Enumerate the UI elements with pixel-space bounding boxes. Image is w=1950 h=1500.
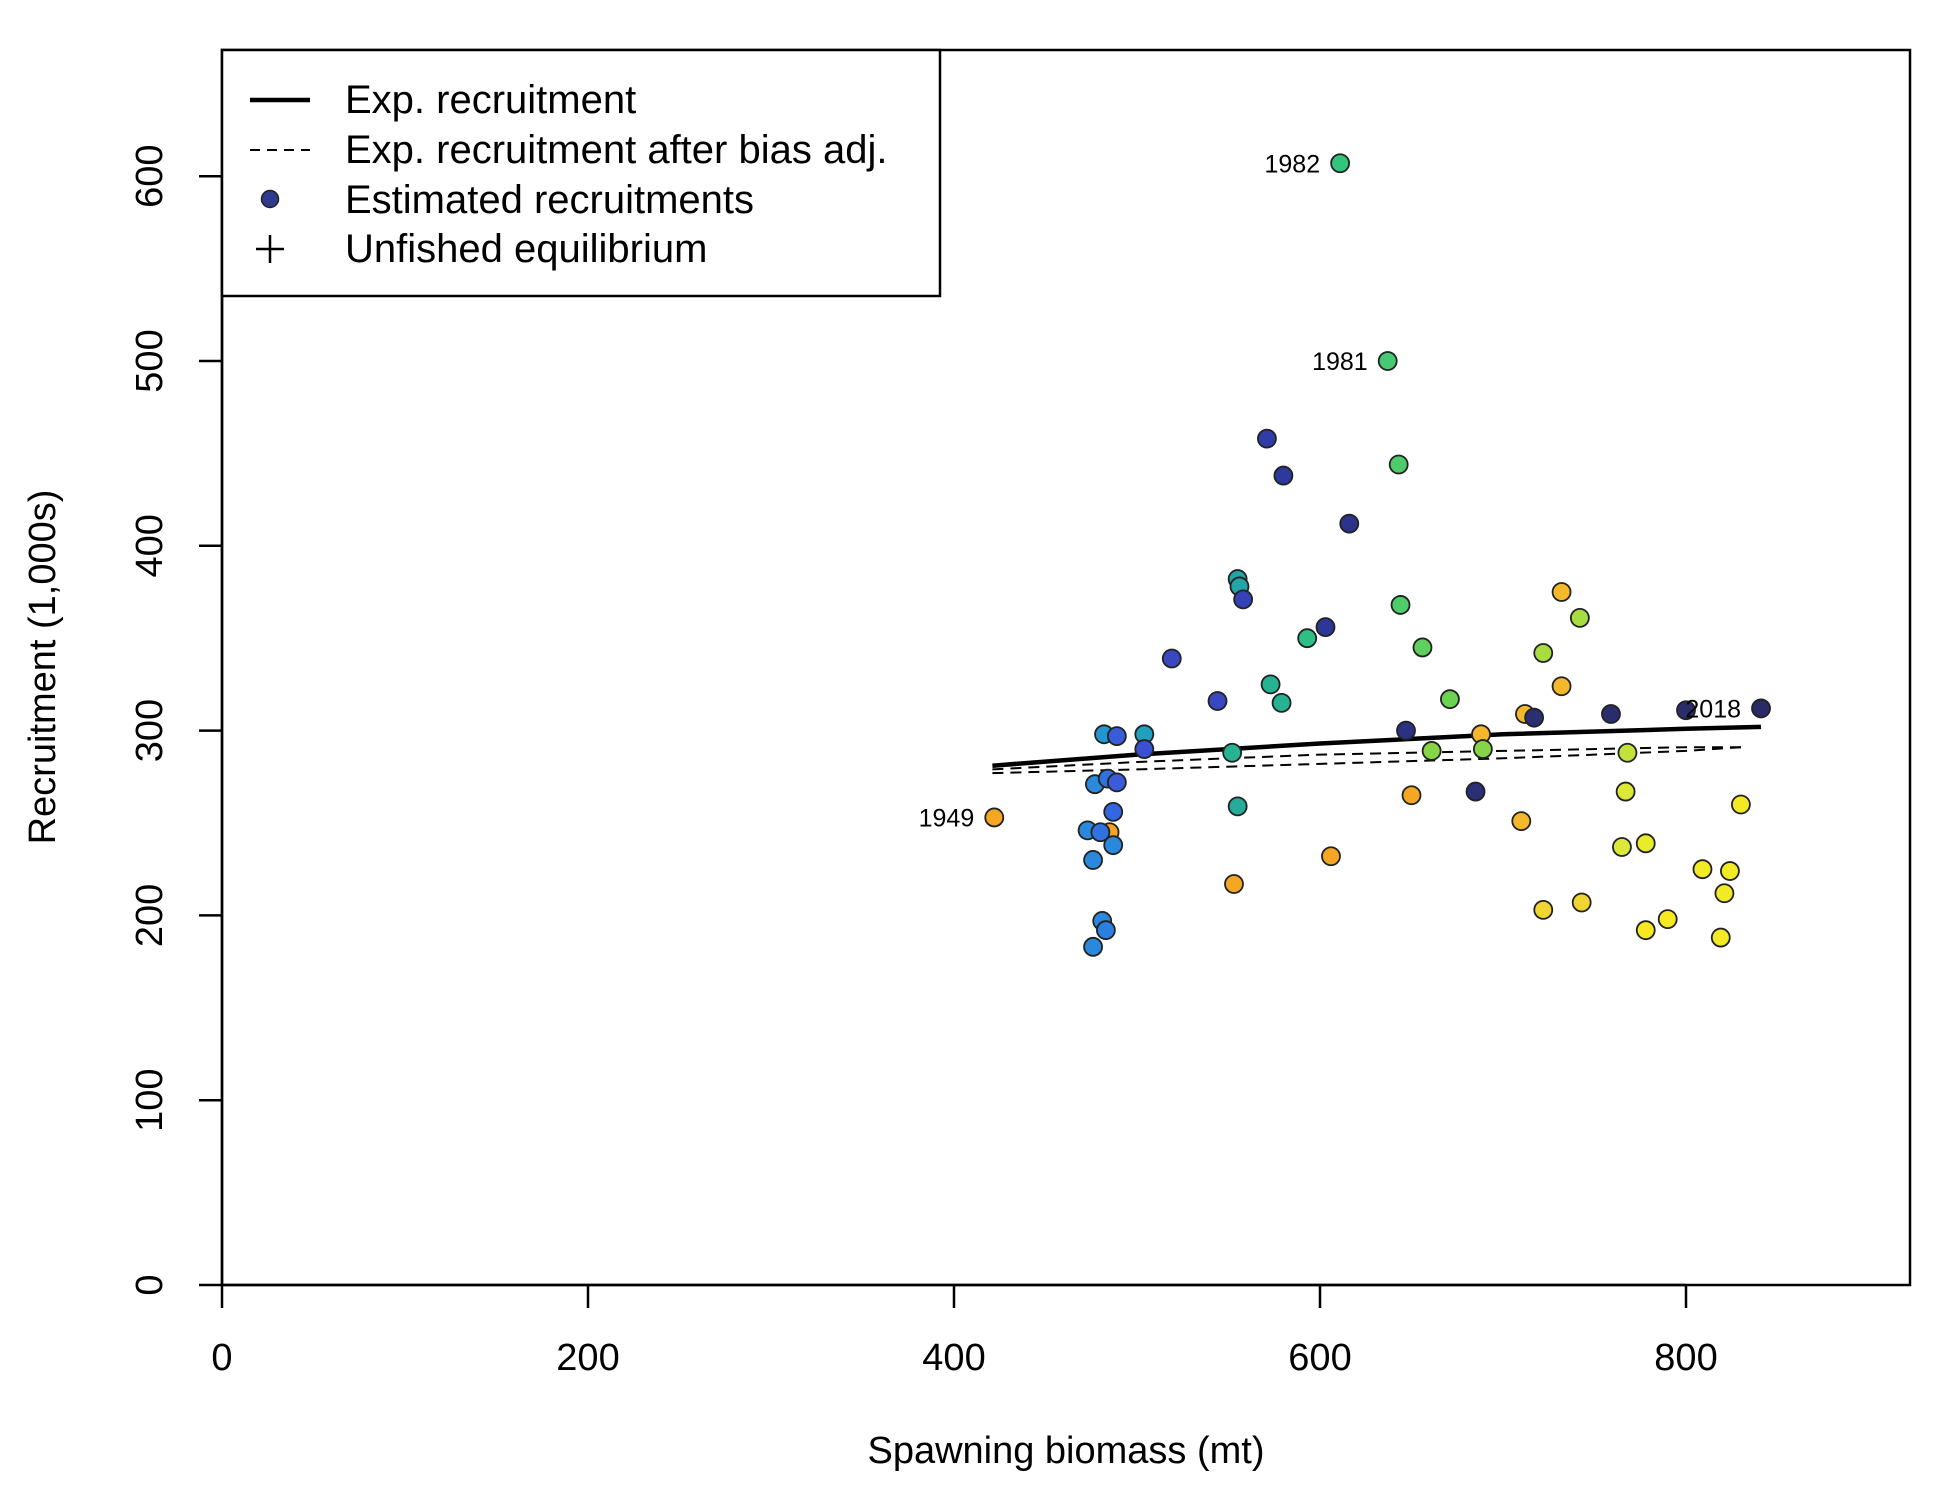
recruitment-point [1551, 676, 1572, 697]
recruitment-points [984, 153, 1771, 957]
bias-adjusted-curve [992, 746, 1741, 771]
y-tick-label: 300 [129, 699, 171, 762]
recruitment-point [1635, 920, 1656, 941]
recruitment-point [1676, 700, 1696, 721]
legend-box [220, 48, 942, 298]
recruitment-point [1751, 698, 1771, 719]
recruitment-point [1396, 720, 1416, 741]
recruitment-point [1095, 920, 1116, 941]
recruitment-point [1339, 513, 1360, 534]
recruitment-point [1161, 648, 1182, 669]
year-label: 1949 [919, 804, 975, 832]
recruitment-point [1601, 704, 1621, 724]
recruitment-point [1612, 837, 1632, 857]
recruitment-point [1273, 465, 1294, 486]
recruitment-point [1635, 833, 1656, 854]
recruitment-point [1524, 707, 1545, 728]
recruitment-point [1714, 883, 1735, 904]
x-axis-label: Spawning biomass (mt) [867, 1430, 1264, 1472]
recruitment-point [1731, 794, 1751, 815]
recruitment-point [1207, 691, 1228, 711]
recruitment-point [1440, 689, 1460, 710]
year-label: 1982 [1265, 150, 1321, 178]
expected-curve [992, 724, 1762, 768]
recruitment-point [1465, 781, 1486, 802]
recruitment-point [1657, 909, 1678, 929]
y-tick-label: 500 [129, 329, 171, 392]
bias-adjusted-curve [992, 746, 1741, 775]
y-tick-label: 200 [129, 884, 171, 947]
x-tick-label: 0 [211, 1337, 232, 1379]
x-tick-label: 600 [1288, 1337, 1351, 1379]
year-label: 1981 [1312, 348, 1368, 376]
recruitment-point [1297, 628, 1318, 649]
recruitment-point [1533, 643, 1554, 663]
recruitment-point [1227, 796, 1248, 817]
legend-circle-icon [260, 189, 280, 209]
legend-label-estimated: Estimated recruitments [345, 178, 754, 222]
recruitment-point [1377, 351, 1398, 371]
x-axis: 0 200 400 600 800 [211, 1283, 1718, 1379]
y-axis: 0 100 200 300 400 500 600 [129, 144, 224, 1296]
recruitment-point [1260, 674, 1281, 695]
recruitment-point [1271, 692, 1292, 713]
recruitment-point [1720, 861, 1740, 881]
year-annotations: 1949 1981 1982 2018 [919, 150, 1741, 832]
recruitment-point [1321, 846, 1341, 867]
recruitment-point [1412, 637, 1433, 658]
recruitment-point [1401, 785, 1422, 806]
recruitment-point [1533, 899, 1554, 920]
recruitment-point [1551, 582, 1572, 602]
x-tick-label: 200 [556, 1337, 619, 1379]
x-tick-label: 800 [1654, 1337, 1717, 1379]
recruitment-point [1222, 742, 1243, 763]
recruitment-point [1103, 835, 1124, 856]
legend-label-unfished: Unfished equilibrium [345, 227, 707, 271]
recruitment-point [984, 807, 1005, 828]
recruitment-point [1224, 874, 1244, 894]
x-tick-label: 400 [922, 1337, 985, 1379]
y-tick-label: 100 [129, 1068, 171, 1131]
recruitment-point [1257, 428, 1277, 449]
y-tick-label: 0 [129, 1274, 171, 1295]
y-tick-label: 600 [129, 144, 171, 207]
recruitment-point [1617, 742, 1638, 763]
y-axis-label: Recruitment (1,000s) [22, 490, 64, 845]
recruitment-point [1106, 772, 1127, 793]
recruitment-point [1330, 153, 1351, 174]
recruitment-point [1710, 927, 1731, 948]
legend-plus-icon [256, 235, 284, 263]
recruitment-point [1421, 741, 1442, 761]
recruitment-point [1090, 822, 1111, 843]
expected-recruitment-curves [992, 724, 1762, 775]
recruitment-point [1103, 802, 1124, 822]
legend-label-expected: Exp. recruitment [345, 78, 636, 122]
recruitment-point [1083, 936, 1103, 957]
year-label: 2018 [1685, 695, 1741, 723]
recruitment-point [1615, 781, 1636, 802]
recruitment-point [1134, 739, 1155, 759]
recruitment-point [1511, 811, 1532, 832]
recruitment-point [1315, 617, 1336, 638]
recruitment-point [1569, 607, 1590, 628]
recruitment-point [1390, 595, 1411, 615]
y-tick-label: 400 [129, 514, 171, 577]
recruitment-point [1233, 589, 1254, 610]
recruitment-point [1083, 850, 1103, 870]
recruitment-point [1106, 726, 1127, 747]
legend: Exp. recruitment Exp. recruitment after … [220, 48, 942, 298]
recruitment-point [1571, 892, 1592, 913]
recruitment-point [1388, 454, 1409, 475]
legend-label-bias-adjusted: Exp. recruitment after bias adj. [345, 128, 887, 172]
recruitment-point [1692, 859, 1713, 880]
recruitment-point [1472, 739, 1493, 759]
